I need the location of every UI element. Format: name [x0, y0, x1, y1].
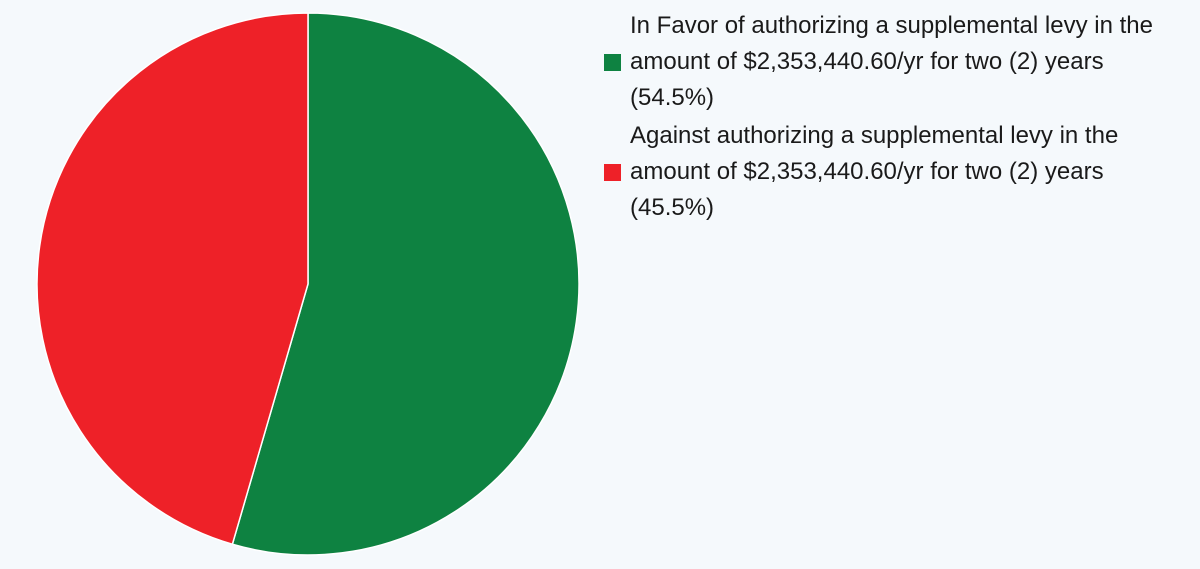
legend-item-in-favor[interactable]: In Favor of authorizing a supplemental l…	[604, 8, 1194, 116]
legend: In Favor of authorizing a supplemental l…	[604, 8, 1194, 228]
pie-slice-against[interactable]	[36, 12, 309, 546]
legend-swatch-in-favor	[604, 53, 621, 71]
legend-swatch-against	[604, 163, 621, 181]
legend-label-in-favor: In Favor of authorizing a supplemental l…	[630, 12, 1153, 111]
legend-label-against: Against authorizing a supplemental levy …	[630, 122, 1119, 221]
pie-slice-in-favor[interactable]	[231, 12, 580, 556]
legend-item-against[interactable]: Against authorizing a supplemental levy …	[604, 118, 1194, 226]
pie-plot	[36, 12, 580, 556]
